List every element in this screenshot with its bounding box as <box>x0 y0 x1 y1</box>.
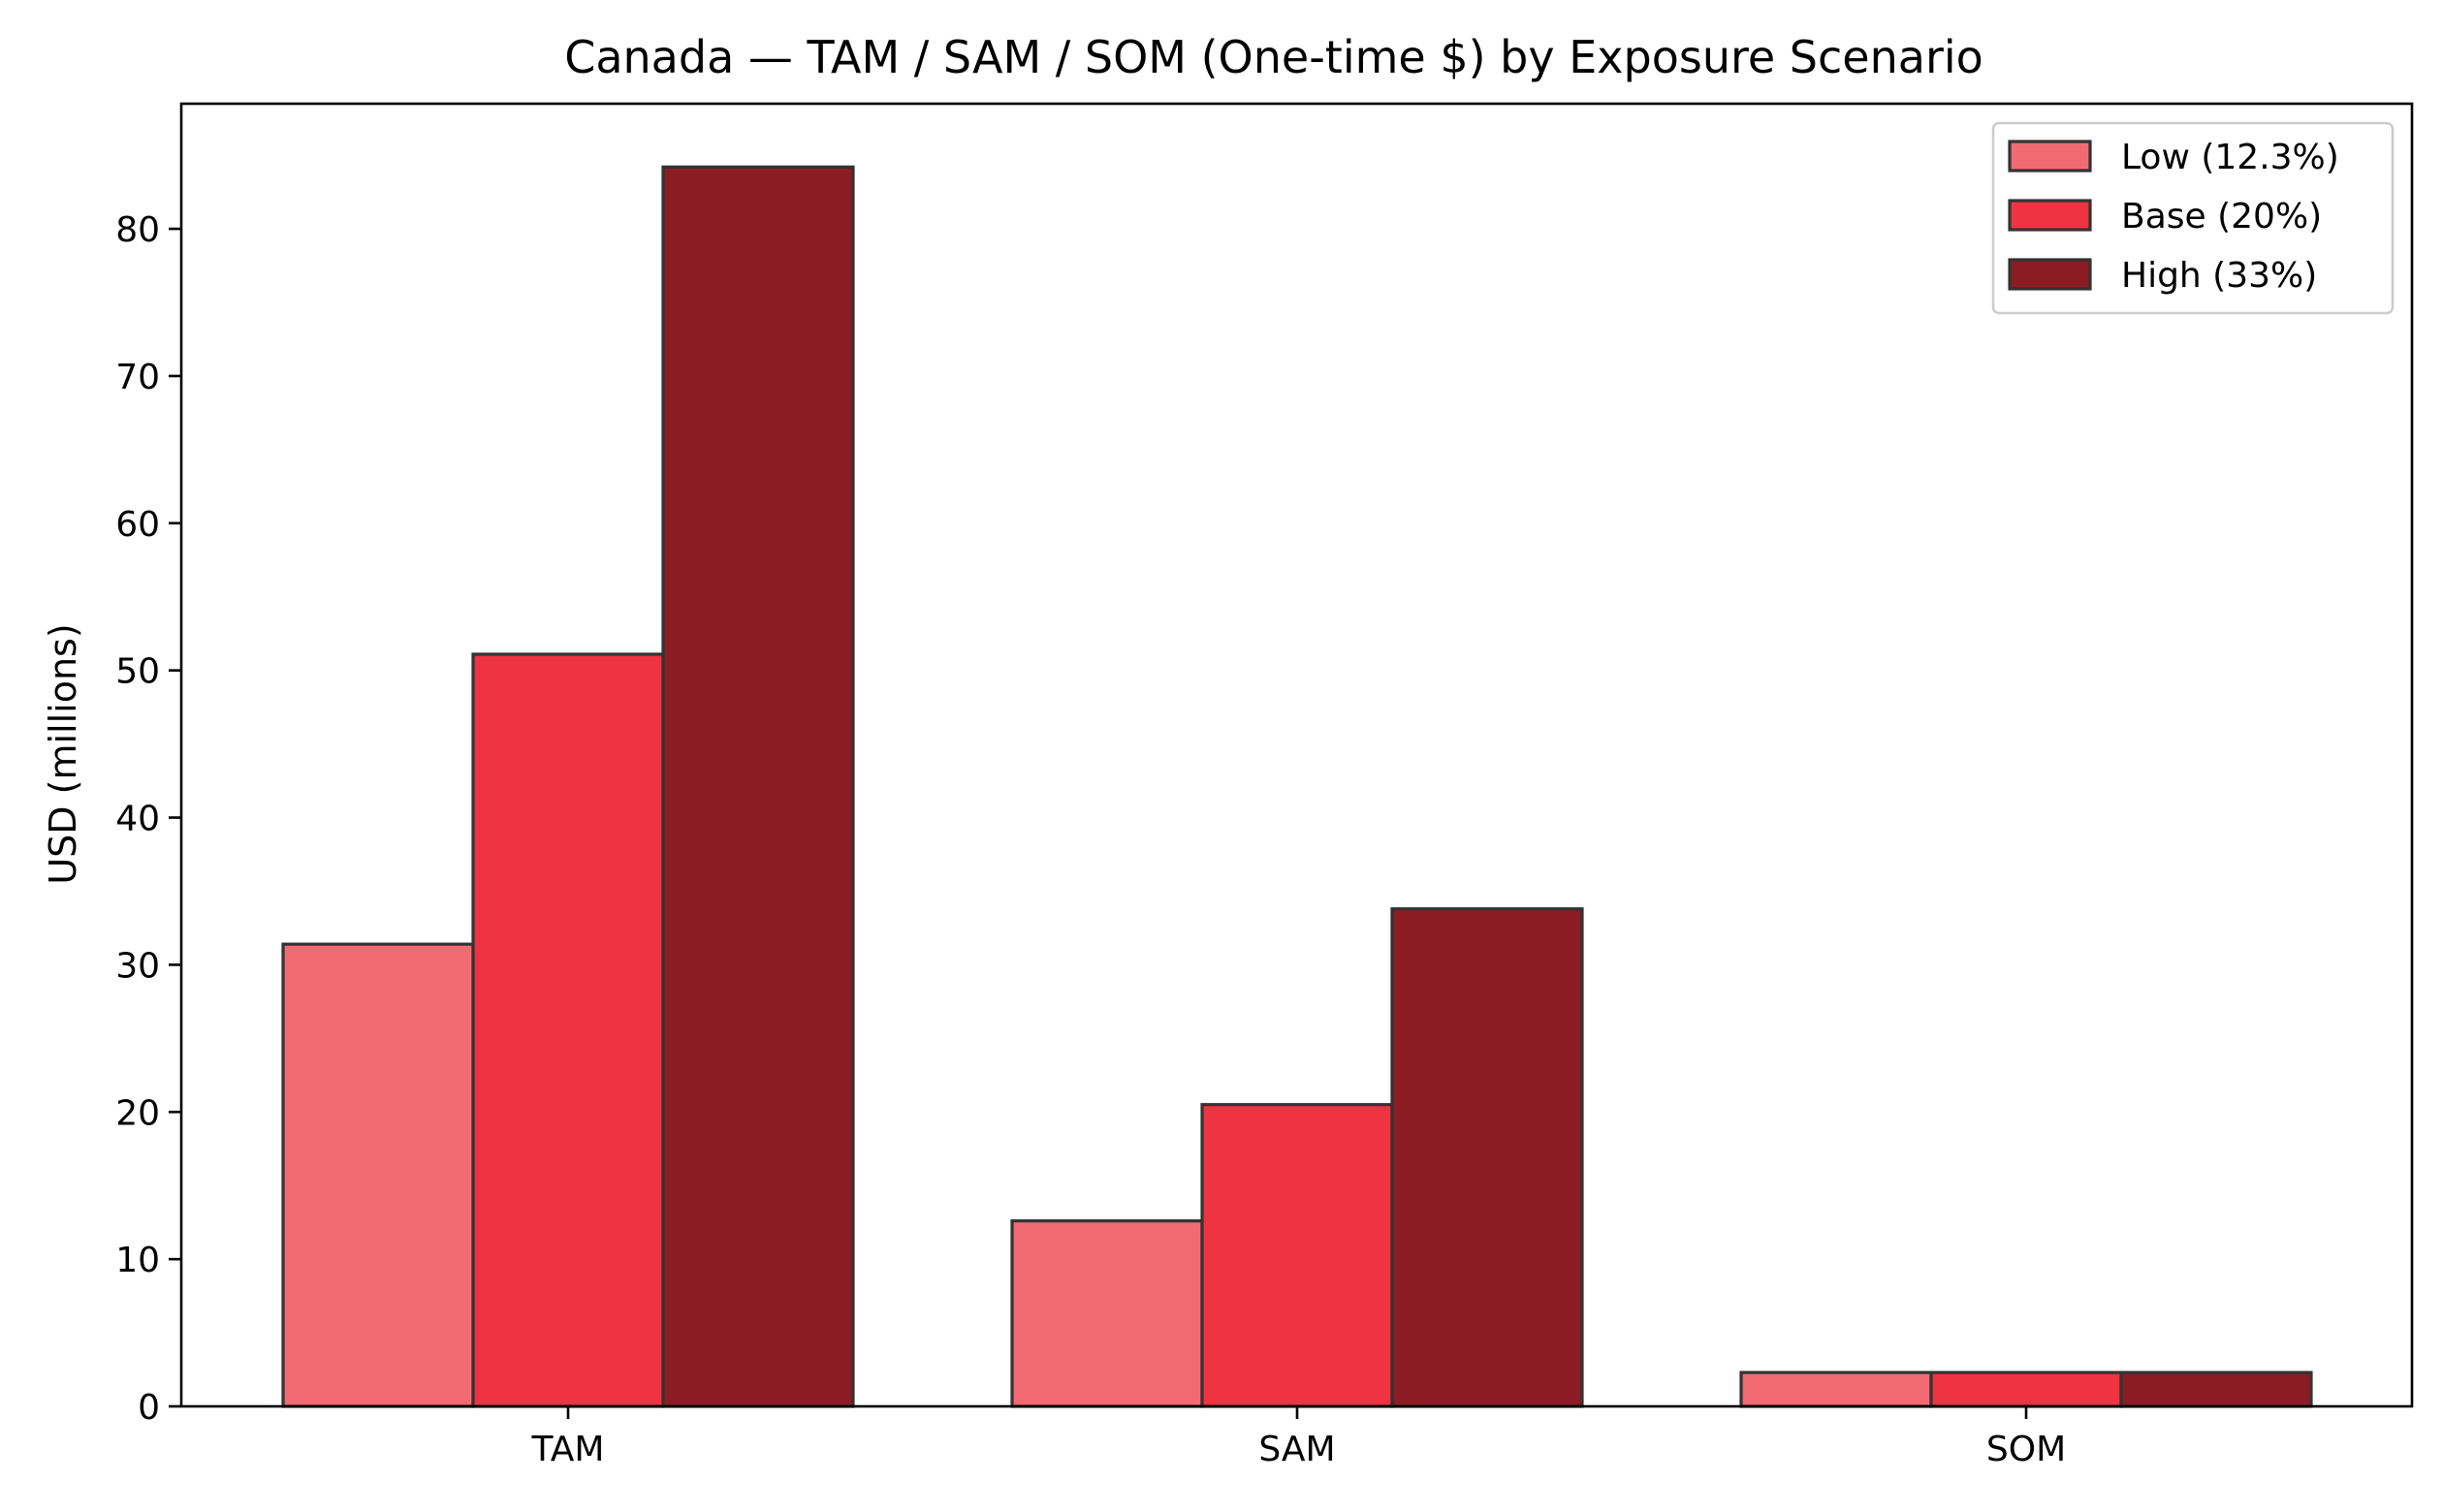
y-axis-label: USD (millions) <box>42 623 84 884</box>
bar-high-tam <box>661 165 855 1408</box>
legend-swatch <box>2008 199 2092 232</box>
bar-high-som <box>2119 1370 2313 1408</box>
chart-title: Canada — TAM / SAM / SOM (One-time $) by… <box>564 31 1983 83</box>
bar-low-som <box>1739 1370 1933 1408</box>
legend-swatch <box>2008 140 2092 173</box>
bar-high-sam <box>1390 907 1584 1408</box>
legend-label: High (33%) <box>2121 256 2317 296</box>
y-tick-label: 0 <box>138 1388 160 1428</box>
legend: Low (12.3%) Base (20%) High (33%) <box>1991 121 2395 315</box>
x-tick-label: SAM <box>1258 1430 1335 1469</box>
bar-base-som <box>1929 1370 2123 1408</box>
bar-low-sam <box>1010 1219 1204 1408</box>
legend-frame <box>1991 121 2395 315</box>
bar-base-tam <box>471 652 665 1408</box>
legend-label: Low (12.3%) <box>2121 138 2339 177</box>
y-tick-label: 30 <box>115 946 160 986</box>
y-tick-label: 60 <box>115 505 160 545</box>
y-tick-label: 20 <box>115 1093 160 1133</box>
y-tick-label: 10 <box>115 1241 160 1280</box>
plot-frame <box>179 102 2414 1408</box>
legend-label: Base (20%) <box>2121 197 2322 236</box>
bar-low-tam <box>281 942 475 1408</box>
y-tick-label: 80 <box>115 210 160 250</box>
x-tick-label: TAM <box>531 1430 605 1469</box>
x-tick-label: SOM <box>1986 1430 2066 1469</box>
y-tick-label: 70 <box>115 358 160 397</box>
legend-swatch <box>2008 258 2092 291</box>
bar-base-sam <box>1200 1103 1394 1408</box>
y-tick-label: 50 <box>115 652 160 692</box>
y-tick-label: 40 <box>115 800 160 839</box>
x-axis: TAM SAM SOM <box>531 1406 2066 1469</box>
bar-series-group <box>281 165 2313 1408</box>
y-axis: 0 10 20 30 40 50 60 70 80 <box>115 210 181 1428</box>
